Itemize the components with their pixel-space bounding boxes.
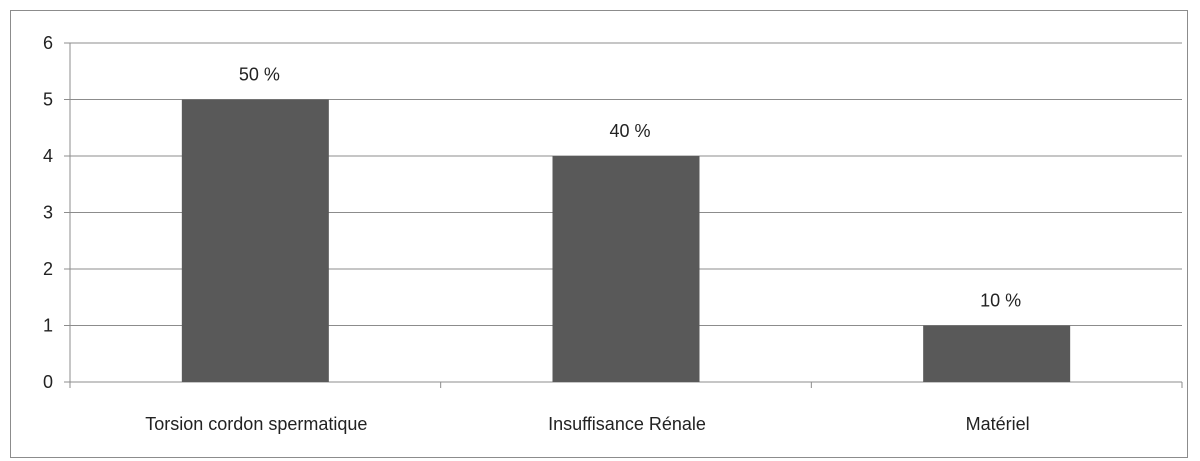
- x-category-label: Torsion cordon spermatique: [145, 414, 367, 434]
- bar: [923, 325, 1071, 382]
- y-tick-label: 5: [43, 90, 53, 110]
- data-label: 40 %: [609, 121, 650, 141]
- y-tick-label: 4: [43, 146, 53, 166]
- y-tick-label: 0: [43, 372, 53, 392]
- bar: [552, 156, 700, 382]
- data-label: 10 %: [980, 291, 1021, 311]
- x-category-label: Matériel: [966, 414, 1030, 434]
- y-tick-label: 3: [43, 203, 53, 223]
- y-tick-label: 6: [43, 33, 53, 53]
- y-tick-label: 1: [43, 316, 53, 336]
- x-category-label: Insuffisance Rénale: [548, 414, 706, 434]
- y-tick-label: 2: [43, 259, 53, 279]
- data-label: 50 %: [239, 65, 280, 85]
- bar: [181, 99, 329, 382]
